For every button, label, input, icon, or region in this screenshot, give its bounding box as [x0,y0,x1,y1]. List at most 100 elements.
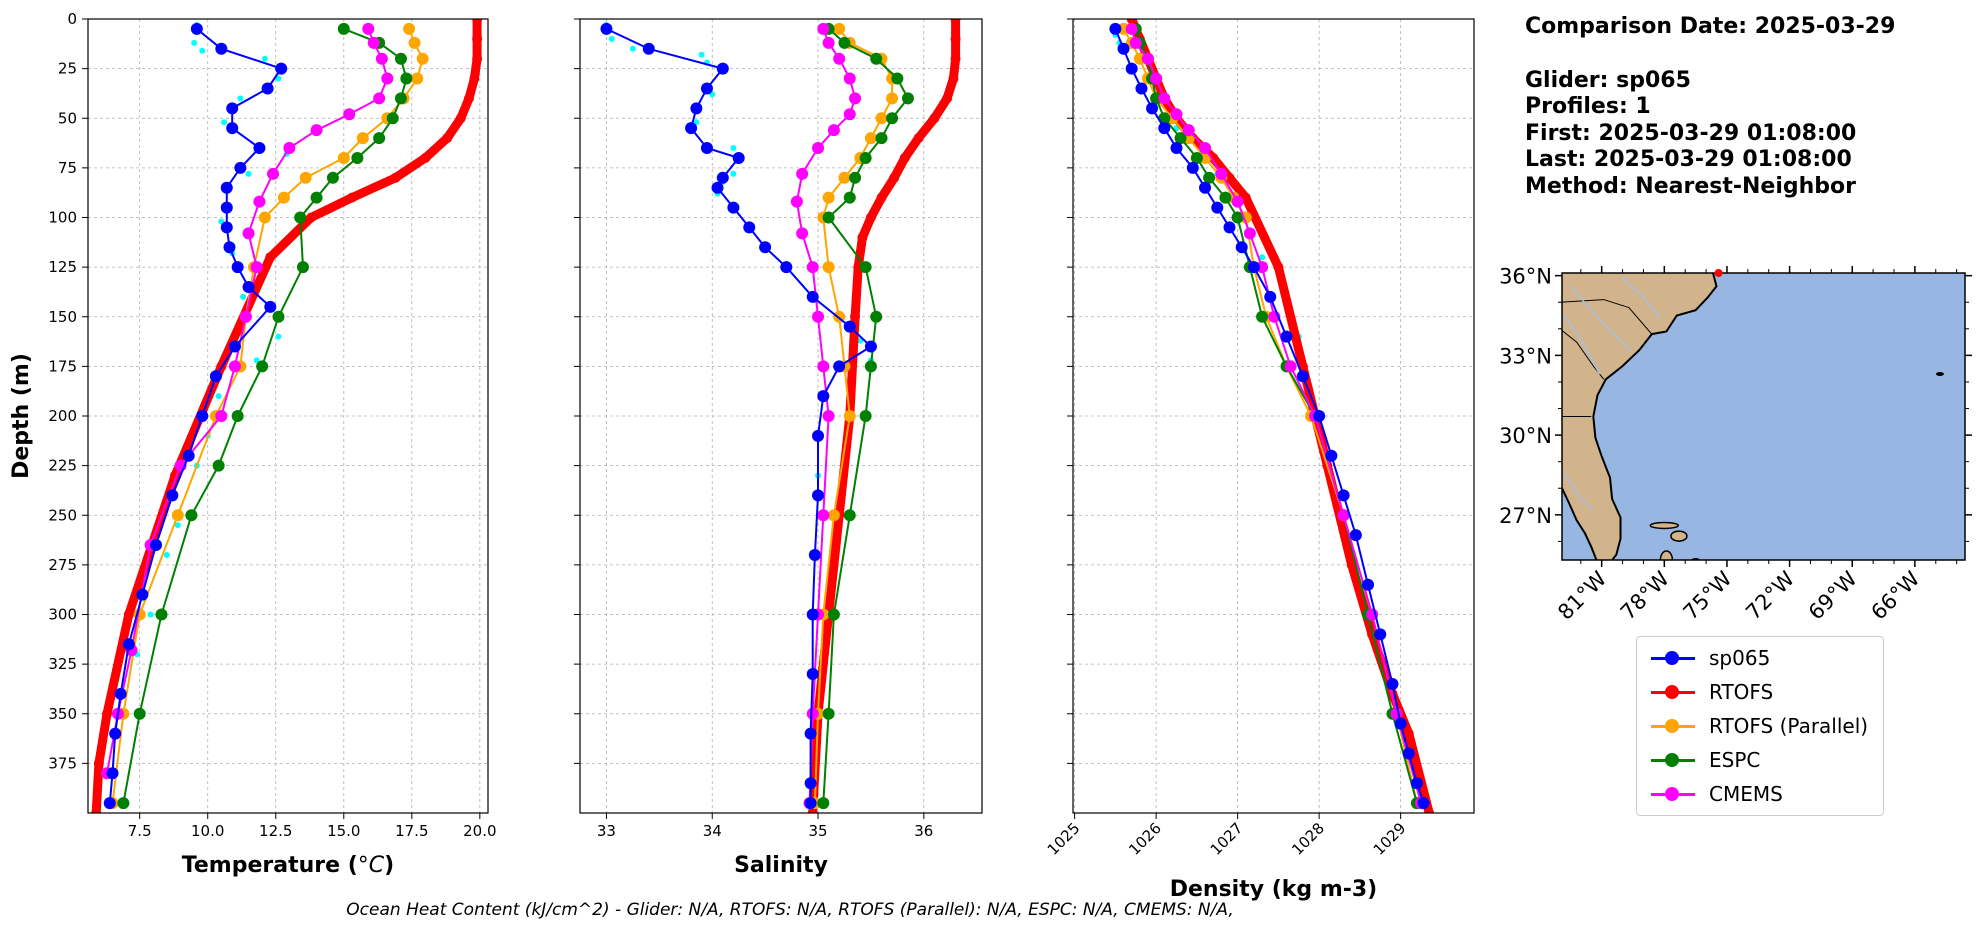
x-tick-label: 20.0 [463,822,496,840]
series-point [1223,221,1236,234]
series-point [796,167,809,180]
y-tick-label: 50 [58,109,77,127]
series-point [306,212,317,223]
series-point [1146,102,1159,115]
raw-glider-point [191,39,198,46]
series-line-cmems [106,28,389,774]
series-point [416,52,429,65]
series-point [950,53,961,64]
bermuda-island [1935,371,1944,376]
series-point [804,777,817,790]
series-point [1125,22,1138,35]
land-coastline [1562,273,1718,560]
comparison-date: Comparison Date: 2025-03-29 [1525,14,1896,39]
series-point [948,73,959,84]
series-point [1243,227,1256,240]
series-point [843,191,856,204]
profile-panel-1: 0 25 50 75 100 125 150 175 200 225 250 275 300 325 350… [9,10,497,878]
series-point [185,509,198,522]
series-point [261,82,274,95]
series-point [394,92,407,105]
series-point [838,36,851,49]
series-point [865,212,876,223]
series-point [822,410,835,422]
series-point [264,300,277,313]
series-point [310,191,323,204]
raw-glider-point [629,45,636,52]
raw-glider-point [730,145,737,152]
series-point [843,410,856,422]
raw-glider-point [240,293,247,300]
series-point [690,102,703,115]
lat-label: 36°N [1499,265,1552,289]
legend-label: CMEMS [1709,782,1783,806]
series-point [373,132,386,145]
series-point [411,72,424,85]
series-point [1182,124,1195,137]
series-point [1374,628,1387,641]
x-axis-label: Density (kg m-3) [1170,877,1378,902]
series-point [171,509,184,522]
raw-glider-point [608,35,615,42]
series-point [267,167,280,180]
series-point [375,52,388,65]
series-point [1264,290,1277,303]
series-point [1284,360,1297,373]
series-point [876,192,887,203]
series-point [362,22,375,35]
profile-panel-3: 1025 1026 1027 1028 1029 Density (kg m-3) [1044,18,1475,902]
ocean-heat-content-footer: Ocean Heat Content (kJ/cm^2) - Glider: N… [346,900,1234,920]
series-point [1273,262,1284,273]
series-point [1109,22,1122,35]
series-point [849,92,862,105]
map-frame [1561,272,1966,561]
river [1569,285,1632,351]
series-point [822,261,835,274]
x-tick-label: 17.5 [395,822,428,840]
series-point [891,72,904,85]
island [1659,550,1674,560]
series-point [231,410,244,422]
legend-item-rtofs: RTOFS [1647,677,1773,707]
y-tick-label: 25 [58,60,77,78]
series-point [889,172,900,183]
series-point [822,191,835,204]
series-point [93,758,104,769]
y-tick-label: 100 [48,209,77,227]
series-point [231,261,244,274]
y-tick-label: 150 [48,308,77,326]
series-point [1386,677,1399,690]
raw-glider-point [1259,254,1266,261]
series-point [843,108,856,121]
y-tick-label: 275 [48,556,77,574]
series-point [759,241,772,254]
series-point [277,191,290,204]
x-tick-label: 7.5 [128,822,152,840]
profile-count: Profiles: 1 [1525,94,1651,119]
series-point [351,151,364,164]
series-point [838,171,851,184]
series-point [403,22,416,35]
series-point [1125,62,1138,75]
series-point [822,707,835,720]
series-point [1337,489,1350,502]
y-tick-label: 125 [48,258,77,276]
plot-area [1109,19,1435,813]
series-point [1402,747,1415,760]
series-point [346,192,357,203]
raw-glider-point [275,75,282,82]
legend-label: RTOFS (Parallel) [1709,714,1869,738]
series-point [106,767,119,780]
series-point [1158,112,1171,125]
series-point [1231,195,1244,208]
series-point [394,52,407,65]
lon-label: 66°W [1866,566,1924,624]
x-tick-label: 33 [597,822,616,840]
raw-glider-point [698,51,705,58]
raw-glider-point [221,119,228,126]
series-point [228,360,241,373]
series-point [875,112,888,125]
series-point [166,489,179,502]
series-point [806,707,819,720]
series-point [807,808,818,813]
